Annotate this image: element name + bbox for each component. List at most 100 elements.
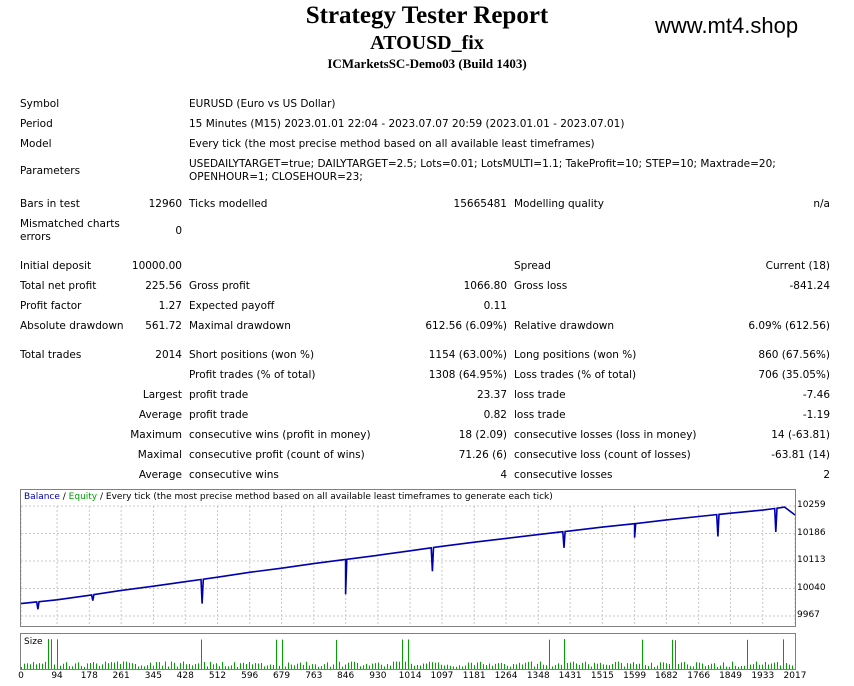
ea-name: ATOUSD_fix xyxy=(370,32,484,54)
size-bar xyxy=(354,661,355,669)
size-bar xyxy=(717,666,718,669)
profit-trades-value: 1308 (64.95%) xyxy=(428,369,507,381)
size-bar xyxy=(198,663,199,669)
size-bar xyxy=(66,662,67,669)
quality-label: Modelling quality xyxy=(514,198,604,210)
size-bar xyxy=(258,663,259,669)
total-trades-value: 2014 xyxy=(155,349,182,361)
size-bar xyxy=(480,661,481,669)
balance-chart-svg xyxy=(21,505,795,626)
size-bar xyxy=(291,664,292,669)
maximal-consec-loss-value: -63.81 (14) xyxy=(771,449,830,461)
bars-label: Bars in test xyxy=(20,198,80,210)
size-bar xyxy=(735,665,736,669)
size-bar xyxy=(597,663,598,669)
x-tick-label: 1849 xyxy=(719,671,742,681)
size-bar xyxy=(201,639,202,669)
bars-value: 12960 xyxy=(148,198,182,210)
size-bar xyxy=(261,662,262,669)
size-bar xyxy=(525,662,526,669)
size-bar xyxy=(711,663,712,669)
server-build: ICMarketsSC-Demo03 (Build 1403) xyxy=(327,56,527,71)
size-bar xyxy=(705,666,706,669)
size-bar xyxy=(678,664,679,669)
chart-legend: Balance / Equity / Every tick (the most … xyxy=(24,492,553,502)
size-bar xyxy=(240,663,241,669)
size-bar xyxy=(285,666,286,669)
size-bar xyxy=(504,663,505,669)
relative-drawdown-value: 6.09% (612.56) xyxy=(748,320,830,332)
size-bar xyxy=(378,662,379,669)
size-bar xyxy=(297,663,298,669)
size-bar xyxy=(387,664,388,669)
average-profit-value: 0.82 xyxy=(483,409,507,421)
size-bar xyxy=(228,666,229,669)
size-bar xyxy=(42,663,43,669)
average-loss-value: -1.19 xyxy=(802,409,830,421)
size-bar xyxy=(210,661,211,669)
size-bar xyxy=(411,663,412,669)
size-bar xyxy=(393,661,394,669)
maximal-drawdown-value: 612.56 (6.09%) xyxy=(425,320,507,332)
size-bar xyxy=(189,663,190,669)
size-bar xyxy=(615,661,616,669)
expected-payoff-label: Expected payoff xyxy=(189,300,275,312)
size-bar xyxy=(360,666,361,669)
size-bar xyxy=(48,639,49,669)
x-tick-label: 1933 xyxy=(751,671,775,681)
x-tick-label: 1348 xyxy=(526,671,550,681)
size-bar xyxy=(642,639,643,669)
y-tick-label: 10113 xyxy=(797,555,826,565)
size-bar xyxy=(339,661,340,669)
size-bar xyxy=(96,663,97,669)
x-tick-label: 846 xyxy=(337,671,355,681)
size-bar xyxy=(447,664,448,669)
size-bar xyxy=(441,664,442,669)
equity-line xyxy=(21,506,795,610)
size-bar xyxy=(693,666,694,669)
spread-label: Spread xyxy=(514,260,551,272)
size-bar xyxy=(657,665,658,669)
size-bar xyxy=(741,665,742,669)
size-bar xyxy=(630,663,631,669)
size-bar xyxy=(645,665,646,669)
size-bar xyxy=(174,662,175,669)
size-bar xyxy=(141,665,142,669)
absolute-drawdown-label: Absolute drawdown xyxy=(20,320,124,332)
size-bar xyxy=(651,662,652,669)
size-bar xyxy=(39,663,40,669)
size-bar xyxy=(549,639,550,669)
size-bar xyxy=(75,663,76,669)
avg-consec-losses-value: 2 xyxy=(823,469,830,481)
size-bar xyxy=(78,662,79,669)
long-positions-label: Long positions (won %) xyxy=(514,349,637,361)
size-bar xyxy=(30,664,31,669)
x-tick-label: 0 xyxy=(18,671,24,681)
size-bar xyxy=(171,661,172,669)
size-bar xyxy=(669,664,670,669)
size-bar xyxy=(696,662,697,669)
size-bar xyxy=(747,639,748,669)
size-bar xyxy=(168,666,169,669)
size-bar xyxy=(672,639,673,669)
size-bar xyxy=(582,662,583,669)
size-bar xyxy=(102,664,103,669)
size-bar xyxy=(324,664,325,669)
size-bar xyxy=(237,666,238,669)
size-bar xyxy=(465,665,466,669)
size-bar xyxy=(540,661,541,669)
net-profit-value: 225.56 xyxy=(145,280,182,292)
size-bar xyxy=(90,662,91,669)
symbol-value: EURUSD (Euro vs US Dollar) xyxy=(189,98,336,110)
size-bar xyxy=(231,665,232,669)
size-bar xyxy=(267,665,268,669)
x-tick-label: 1014 xyxy=(398,671,422,681)
size-bar xyxy=(159,662,160,669)
size-bar xyxy=(567,663,568,669)
size-bar xyxy=(492,665,493,669)
size-bar xyxy=(195,663,196,669)
size-bar xyxy=(456,666,457,669)
size-bar xyxy=(372,663,373,669)
size-bar xyxy=(246,664,247,669)
size-bar xyxy=(357,662,358,669)
